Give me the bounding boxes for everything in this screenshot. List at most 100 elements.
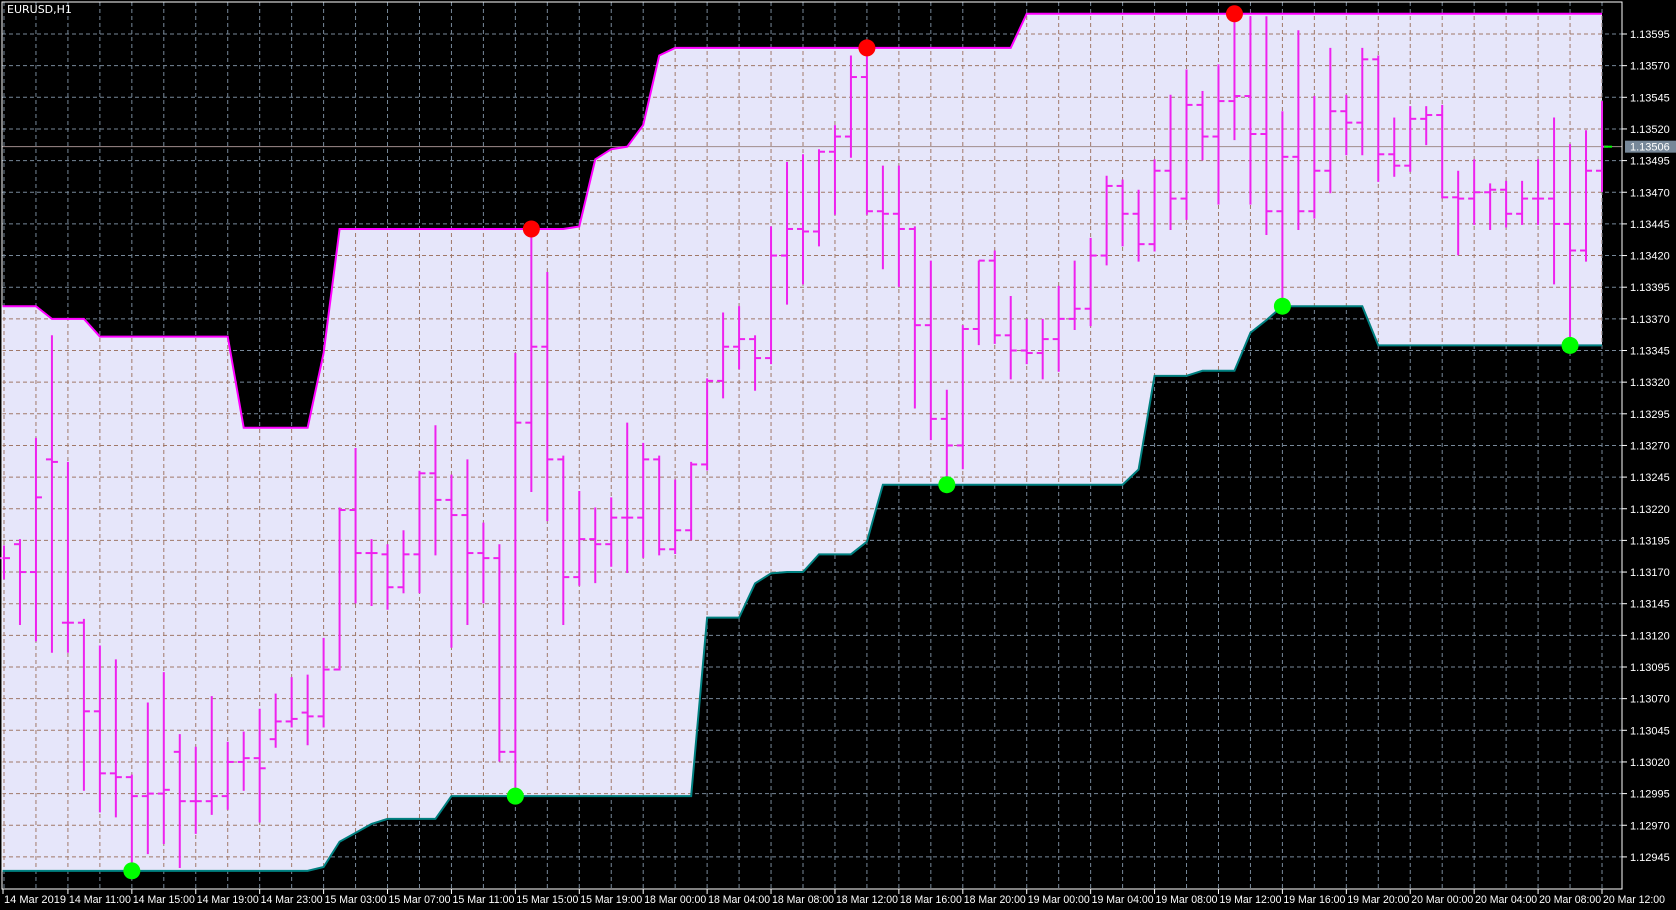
y-tick-label: 1.13345 [1630,346,1670,358]
current-price-label-bg [1625,140,1676,153]
ohlc-bar [1244,16,1257,205]
ohlc-bar [1004,296,1017,380]
ohlc-bar [860,47,873,215]
ohlc-bar [589,507,602,584]
ohlc-bar [812,149,825,247]
ohlc-bar [1260,16,1273,236]
ohlc-bar [1132,189,1145,262]
ohlc-bar [1580,130,1593,262]
ohlc-bar [1164,94,1177,230]
x-tick-label: 20 Mar 00:00 [1411,894,1473,906]
ohlc-bar [61,461,74,653]
ohlc-bar [573,491,586,586]
ohlc-bar [892,165,905,287]
ohlc-bar [493,544,506,762]
y-tick-label: 1.13520 [1630,124,1670,136]
x-tick-label: 18 Mar 12:00 [836,894,898,906]
ohlc-bar [301,674,314,746]
x-tick-label: 18 Mar 16:00 [900,894,962,906]
y-tick-label: 1.13145 [1630,599,1670,611]
x-tick-label: 15 Mar 03:00 [325,894,387,906]
ohlc-bar [1068,260,1081,330]
y-tick-label: 1.13320 [1630,377,1670,389]
ohlc-bar [157,672,170,844]
x-tick-label: 19 Mar 00:00 [1028,894,1090,906]
y-tick-label: 1.13220 [1630,504,1670,516]
y-tick-label: 1.13545 [1630,92,1670,104]
ohlc-bar [269,693,282,748]
ohlc-bar [1228,13,1241,141]
ohlc-bar [365,539,378,606]
high-signal-dot [1225,5,1243,23]
ohlc-bar [1436,104,1449,199]
ohlc-bar [1196,90,1209,161]
ohlc-bar [1516,180,1529,225]
x-tick-label: 15 Mar 07:00 [389,894,451,906]
low-signal-dot [938,476,956,494]
x-tick-label: 19 Mar 12:00 [1219,894,1281,906]
y-tick-label: 1.13495 [1630,156,1670,168]
ohlc-bar [1388,117,1401,177]
ohlc-bar [1548,117,1561,285]
ohlc-bar [940,389,953,486]
y-tick-label: 1.13045 [1630,725,1670,737]
ohlc-bar [237,731,250,791]
ohlc-bar [349,447,362,604]
y-tick-label: 1.13395 [1630,282,1670,294]
x-tick-label: 19 Mar 16:00 [1283,894,1345,906]
ohlc-bar [445,474,458,648]
ohlc-bar [972,259,985,346]
y-tick-label: 1.13570 [1630,61,1670,73]
ohlc-bar [1180,69,1193,220]
ohlc-bar [781,161,794,305]
x-tick-label: 18 Mar 08:00 [772,894,834,906]
x-tick-label: 20 Mar 08:00 [1539,894,1601,906]
ohlc-bar [1468,159,1481,225]
x-tick-label: 19 Mar 04:00 [1092,894,1154,906]
ohlc-bar [844,55,857,158]
ohlc-bar [509,353,522,798]
x-tick-label: 19 Mar 20:00 [1347,894,1409,906]
time-axis[interactable]: 14 Mar 2019 14 Mar 11:00 14 Mar 15:00 14 Ma… [2,889,1665,906]
ohlc-bar [669,479,682,555]
y-tick-label: 1.13420 [1630,251,1670,263]
ohlc-bar [1084,237,1097,327]
ohlc-bar [828,125,841,215]
ohlc-bar [189,746,202,834]
ohlc-bar [685,461,698,541]
y-tick-label: 1.13595 [1630,29,1670,41]
current-price-label: 1.13506 [1630,142,1670,154]
y-tick-label: 1.12970 [1630,820,1670,832]
ohlc-bar [29,437,42,642]
x-tick-label: 18 Mar 20:00 [964,894,1026,906]
ohlc-bar [621,422,634,574]
ohlc-bar [1356,47,1369,156]
ohlc-bar [77,618,90,791]
ohlc-bar [765,226,778,365]
ohlc-bar [605,497,618,567]
y-tick-label: 1.13295 [1630,409,1670,421]
high-signal-dot [858,39,876,57]
y-tick-label: 1.13470 [1630,187,1670,199]
ohlc-bar [109,659,122,818]
ohlc-bar [173,734,186,869]
lower-band-line [2,305,1602,872]
high-signal-dot [522,220,540,238]
ohlc-bar [1564,144,1577,347]
x-tick-label: 15 Mar 15:00 [516,894,578,906]
x-tick-label: 15 Mar 19:00 [580,894,642,906]
x-tick-label: 14 Mar 11:00 [69,894,131,906]
ohlc-bar [93,645,106,813]
ohlc-bar [701,378,714,471]
ohlc-bar [205,696,218,815]
ohlc-bar [381,544,394,610]
ohlc-bar [285,677,298,728]
x-tick-label: 19 Mar 08:00 [1156,894,1218,906]
low-signal-dot [1561,336,1579,354]
price-axis[interactable]: 1.13595 1.13570 1.13545 1.13520 1.13495 1.134… [1622,29,1676,864]
ohlc-bar [0,545,10,580]
x-tick-label: 18 Mar 00:00 [644,894,706,906]
ohlc-bar [1420,106,1433,146]
ohlc-bar [141,702,154,855]
